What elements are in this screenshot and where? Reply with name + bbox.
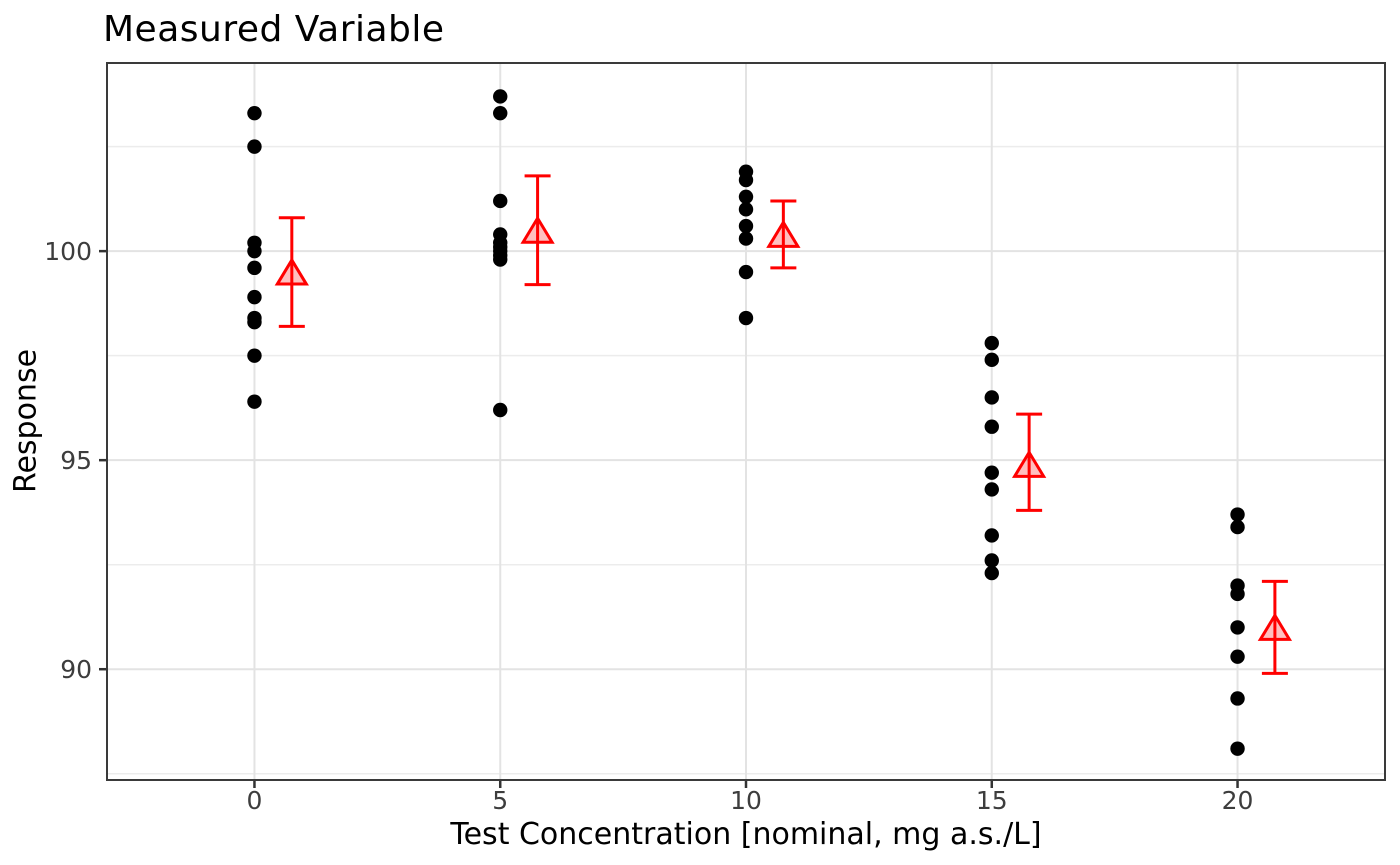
y-tick-label: 90 xyxy=(60,655,92,684)
mean-triangle-marker xyxy=(1257,612,1293,641)
data-point xyxy=(247,289,262,305)
x-tick-label: 15 xyxy=(976,786,1008,815)
mean-triangle-marker xyxy=(520,215,555,244)
data-point xyxy=(247,105,262,121)
data-point xyxy=(1230,586,1245,602)
data-point xyxy=(1230,507,1245,522)
y-tick-label: 100 xyxy=(44,237,92,266)
x-tick-label: 5 xyxy=(492,786,508,815)
panel-border xyxy=(106,62,1386,781)
x-tick-label: 20 xyxy=(1222,786,1254,815)
data-point xyxy=(493,252,508,267)
data-point xyxy=(1230,519,1245,535)
x-tick-label: 0 xyxy=(247,786,263,815)
data-point xyxy=(1230,691,1245,706)
chart-title: Measured Variable xyxy=(103,9,445,50)
data-point xyxy=(738,264,754,280)
data-point xyxy=(1230,649,1245,664)
x-axis-title: Test Concentration [nominal, mg a.s./L] xyxy=(450,817,1042,852)
data-point xyxy=(984,553,999,568)
data-point xyxy=(738,202,754,217)
mean-triangle-marker xyxy=(1011,449,1047,478)
mean-triangle-marker xyxy=(766,219,801,248)
data-point xyxy=(984,419,999,434)
y-tick-label: 95 xyxy=(60,446,92,475)
data-point xyxy=(738,189,754,204)
x-tick-label: 10 xyxy=(730,786,762,815)
data-point xyxy=(984,335,999,351)
data-point xyxy=(493,193,508,209)
data-point xyxy=(738,172,754,188)
data-point xyxy=(247,315,262,330)
y-axis-title: Response xyxy=(8,348,44,494)
data-point xyxy=(247,243,262,259)
data-point xyxy=(984,352,999,368)
data-point xyxy=(493,89,508,104)
data-point xyxy=(1230,620,1245,635)
mean-triangle-marker xyxy=(274,257,309,286)
data-point xyxy=(984,565,999,581)
data-point xyxy=(493,402,508,418)
data-point xyxy=(247,139,262,154)
data-point xyxy=(738,231,754,246)
data-point xyxy=(984,390,999,405)
data-point xyxy=(984,482,999,497)
data-point xyxy=(247,394,262,409)
data-point xyxy=(247,260,262,276)
data-point xyxy=(1230,741,1245,756)
data-point xyxy=(738,218,754,234)
data-point xyxy=(984,465,999,480)
data-point xyxy=(493,105,508,121)
data-point xyxy=(984,528,999,543)
data-point xyxy=(738,310,754,326)
data-point xyxy=(247,348,262,363)
